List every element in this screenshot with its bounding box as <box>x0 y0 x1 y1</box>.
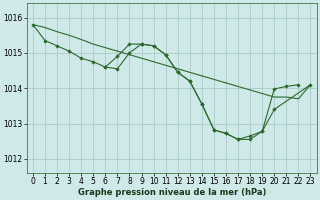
X-axis label: Graphe pression niveau de la mer (hPa): Graphe pression niveau de la mer (hPa) <box>77 188 266 197</box>
